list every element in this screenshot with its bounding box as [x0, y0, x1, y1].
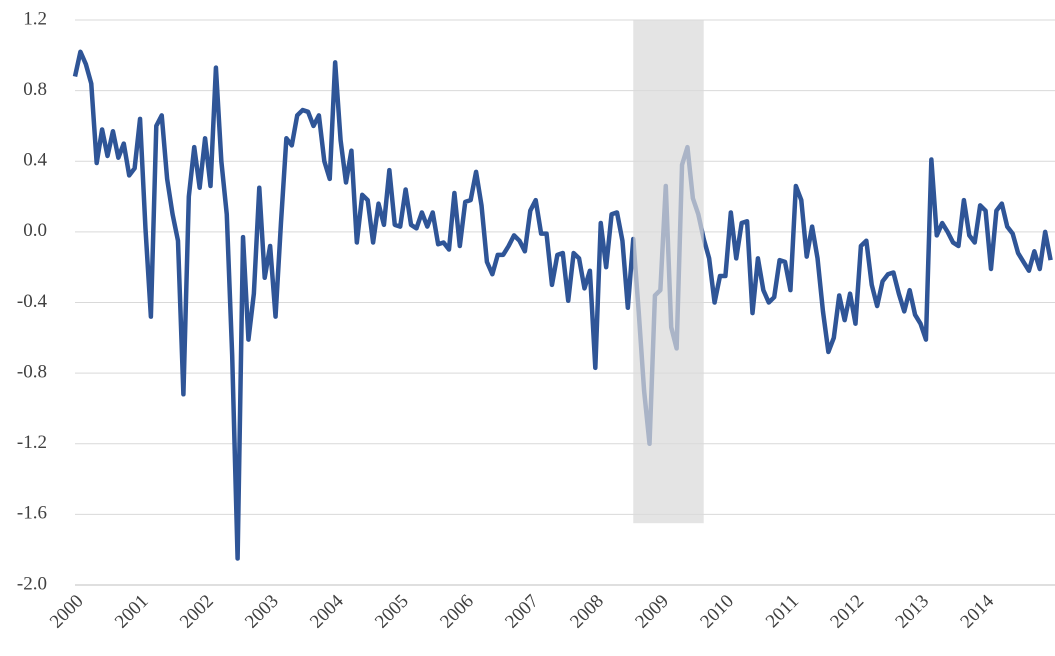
- x-tick-label: 2003: [241, 591, 283, 633]
- x-tick-label: 2002: [176, 591, 218, 633]
- x-tick-label: 2000: [46, 591, 88, 633]
- y-tick-label: -1.2: [17, 432, 47, 453]
- x-tick-label: 2005: [371, 591, 413, 633]
- data-line: [72, 49, 1053, 561]
- x-tick-label: 2007: [501, 591, 543, 633]
- y-tick-label: -0.8: [17, 361, 47, 382]
- x-tick-label: 2008: [566, 591, 608, 633]
- y-tick-label: -0.4: [17, 291, 48, 312]
- y-tick-label: 1.2: [23, 8, 47, 29]
- x-tick-label: 2009: [631, 591, 673, 633]
- y-tick-label: 0.4: [23, 150, 47, 171]
- x-tick-label: 2012: [826, 591, 868, 633]
- x-tick-label: 2001: [111, 591, 153, 633]
- x-tick-label: 2011: [762, 591, 803, 632]
- y-tick-label: -1.6: [17, 503, 47, 524]
- x-tick-label: 2010: [696, 591, 738, 633]
- y-tick-label: 0.0: [23, 220, 47, 241]
- x-tick-label: 2004: [306, 590, 348, 632]
- x-tick-label: 2014: [956, 590, 998, 632]
- x-tick-label: 2013: [891, 591, 933, 633]
- shaded-region: [633, 20, 704, 524]
- y-tick-label: 0.8: [23, 79, 47, 100]
- x-tick-label: 2006: [436, 591, 478, 633]
- y-tick-label: -2.0: [17, 573, 47, 594]
